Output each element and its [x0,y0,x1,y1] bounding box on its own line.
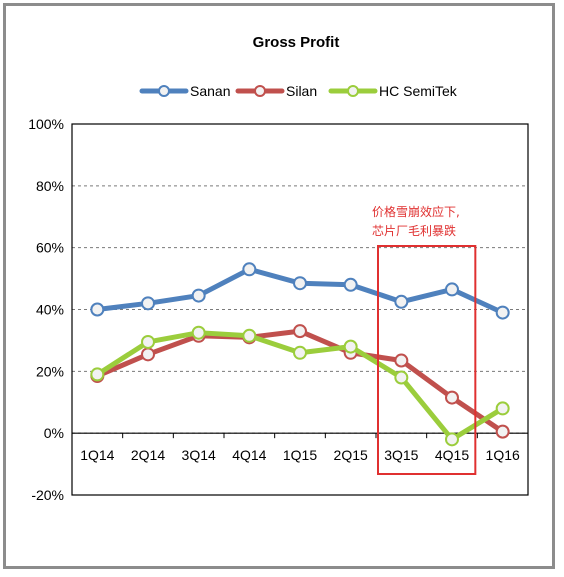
series-lines [90,262,510,447]
x-tick-label: 2Q15 [334,447,368,463]
data-point [90,302,105,317]
legend-label: Sanan [190,83,230,99]
annotation-text: 价格雪崩效应下, [372,204,460,219]
highlight-box [377,245,477,475]
data-point [242,262,257,277]
y-tick-label: 100% [28,116,64,132]
data-point [90,367,105,382]
data-point [191,325,206,340]
data-point [394,353,409,368]
grid-lines [72,185,528,434]
chart-frame: Gross Profit Sanan Silan HC SemiTek 1Q14 2Q… [3,3,555,569]
legend-label: HC SemiTek [379,83,458,99]
data-point [445,432,459,447]
data-point [141,334,155,349]
y-tick-label: 0% [44,425,64,441]
data-point [191,288,206,303]
data-point [495,401,510,416]
annotation-text: 芯片厂毛利暴跌 [372,223,456,238]
x-tick-label: 4Q15 [435,447,469,463]
legend-item: Silan [235,83,317,99]
data-point [394,370,409,385]
data-point [293,276,307,291]
data-point [445,282,459,297]
data-point [343,339,358,354]
legend-marker [158,85,170,97]
data-point [141,296,155,311]
x-tick-label: 1Q16 [486,447,520,463]
series-hc-semitek [90,325,510,447]
legend-marker [347,85,359,97]
data-point [242,328,257,343]
x-tick-label: 3Q15 [384,447,418,463]
x-tick-label: 2Q14 [131,447,165,463]
y-tick-label: 60% [36,240,64,256]
y-tick-label: 40% [36,302,64,318]
data-point [141,347,155,362]
gross-profit-chart: Gross Profit Sanan Silan HC SemiTek 1Q14 2Q… [28,34,529,503]
legend-label: Silan [286,83,317,99]
series-sanan [90,262,510,320]
x-tick-label: 1Q14 [80,447,114,463]
legend-marker [254,85,266,97]
data-point [394,294,409,309]
chart-legend: Sanan Silan HC SemiTek [139,83,458,99]
y-axis-labels: -20% 0% 20% 40% 60% 80% 100% [28,116,64,503]
data-point [343,277,358,292]
data-point [445,390,459,405]
data-point [293,345,307,360]
chart-title: Gross Profit [253,34,340,51]
data-point [495,424,510,439]
legend-item: Sanan [139,83,230,99]
x-axis-labels: 1Q14 2Q14 3Q14 4Q14 1Q15 2Q15 3Q15 4Q15 1Q16 [80,447,520,463]
legend-item: HC SemiTek [328,83,458,99]
x-tick-label: 3Q14 [182,447,216,463]
x-tick-label: 1Q15 [283,447,317,463]
y-tick-label: 80% [36,178,64,194]
x-tick-label: 4Q14 [232,447,266,463]
data-point [495,305,510,320]
y-tick-label: -20% [31,487,64,503]
data-point [293,324,307,339]
annotation: 价格雪崩效应下, 芯片厂毛利暴跌 [372,204,477,475]
y-tick-label: 20% [36,363,64,379]
series-line [94,266,506,316]
plot-border [71,123,529,496]
